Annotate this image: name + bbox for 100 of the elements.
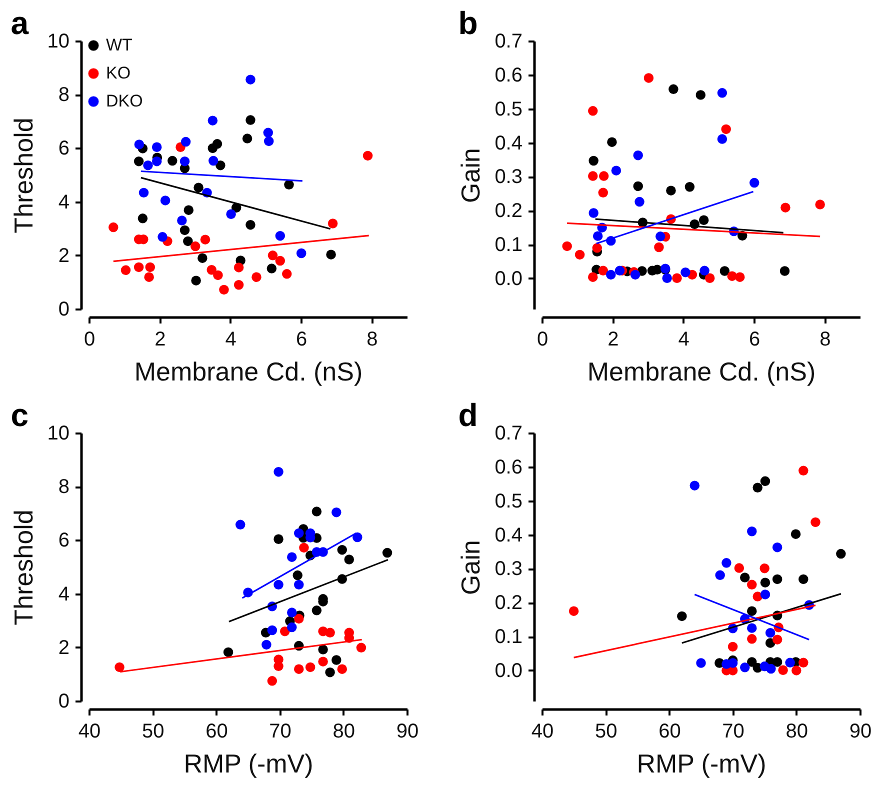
point [108, 222, 118, 232]
point [790, 529, 801, 539]
point [720, 266, 730, 276]
point [740, 662, 750, 672]
point [772, 542, 782, 552]
point [382, 548, 392, 558]
point [190, 241, 200, 252]
point [772, 574, 782, 584]
chart-title: c [10, 397, 29, 433]
chart-title: d [458, 397, 478, 433]
x-tick-label: 80 [786, 720, 808, 742]
point [766, 664, 776, 674]
point [138, 214, 148, 224]
point [356, 642, 366, 653]
point [654, 242, 664, 252]
point [191, 276, 201, 286]
point [562, 241, 572, 252]
point [284, 180, 294, 190]
point [715, 570, 725, 580]
point [299, 542, 309, 553]
point [287, 622, 297, 632]
point [592, 243, 602, 253]
point [666, 186, 676, 196]
point [294, 528, 304, 538]
y-tick-label: 0.1 [494, 234, 522, 256]
point [684, 182, 695, 192]
y-tick-label: 0.2 [494, 200, 522, 222]
point [747, 526, 757, 536]
point [680, 268, 690, 278]
point [655, 232, 666, 242]
point [588, 272, 598, 282]
point [252, 272, 262, 282]
legend-label: WT [106, 36, 132, 54]
point [246, 220, 256, 230]
point [242, 134, 252, 144]
point [294, 614, 304, 624]
point [292, 570, 302, 580]
point [747, 634, 757, 644]
point [275, 230, 286, 241]
point [177, 216, 187, 226]
point [630, 270, 640, 280]
point [798, 574, 808, 584]
x-tick-label: 4 [225, 328, 236, 350]
y-tick-label: 8 [58, 84, 70, 106]
point [765, 628, 776, 638]
point [740, 572, 750, 582]
y-tick-label: 0.6 [494, 64, 522, 86]
point [747, 623, 757, 633]
x-tick-label: 8 [820, 328, 831, 350]
legend-label: KO [106, 64, 131, 82]
point [325, 667, 335, 678]
x-tick-label: 8 [366, 328, 378, 350]
point [574, 250, 585, 260]
point [332, 507, 342, 518]
point [690, 480, 700, 490]
point [598, 171, 609, 181]
x-tick-label: 90 [396, 720, 419, 742]
point [592, 231, 603, 241]
x-axis-title: Membrane Cd. (nS) [134, 356, 363, 386]
point [120, 265, 131, 276]
point [200, 234, 210, 244]
point [772, 657, 782, 667]
point [235, 520, 246, 530]
point [362, 150, 373, 161]
point [267, 625, 278, 636]
y-tick-label: 0.4 [494, 132, 522, 154]
point [734, 563, 744, 573]
point [747, 606, 757, 616]
x-tick-label: 4 [678, 328, 690, 350]
point [180, 136, 191, 147]
y-tick-label: 0.7 [494, 30, 522, 52]
point [158, 232, 168, 242]
point [728, 642, 738, 652]
x-axis-title: RMP (-mV) [636, 748, 766, 778]
y-tick-label: 2 [58, 244, 70, 267]
point [633, 150, 643, 160]
point [198, 253, 208, 263]
chart-title: b [458, 5, 478, 41]
point [749, 178, 760, 188]
point [134, 156, 144, 166]
point [183, 236, 193, 246]
x-tick-label: 70 [722, 720, 744, 742]
point [668, 84, 678, 94]
point [568, 606, 579, 616]
point [652, 264, 662, 275]
y-axis-title: Gain [456, 148, 486, 203]
y-tick-label: 10 [47, 422, 70, 444]
point [287, 608, 297, 618]
point [262, 640, 272, 650]
x-tick-label: 40 [531, 720, 554, 742]
point [219, 284, 229, 295]
point [337, 664, 347, 674]
point [213, 270, 223, 280]
x-tick-label: 70 [269, 720, 292, 742]
x-axis-title: Membrane Cd. (nS) [587, 356, 816, 386]
point [344, 554, 354, 564]
point [274, 580, 284, 590]
point [138, 188, 149, 198]
point [747, 580, 757, 590]
point [143, 160, 153, 170]
